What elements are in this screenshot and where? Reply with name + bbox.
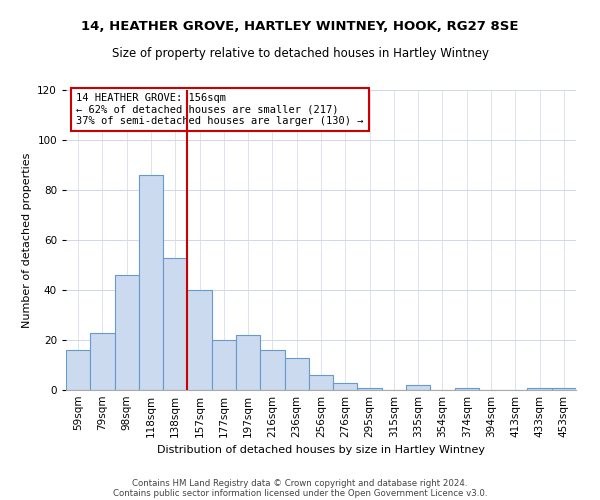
- Bar: [163, 258, 187, 390]
- Bar: [284, 358, 309, 390]
- Bar: [139, 175, 163, 390]
- Bar: [309, 375, 333, 390]
- Bar: [358, 388, 382, 390]
- Text: Contains public sector information licensed under the Open Government Licence v3: Contains public sector information licen…: [113, 488, 487, 498]
- Text: 14 HEATHER GROVE: 156sqm
← 62% of detached houses are smaller (217)
37% of semi-: 14 HEATHER GROVE: 156sqm ← 62% of detach…: [76, 93, 364, 126]
- Bar: [90, 332, 115, 390]
- Bar: [236, 335, 260, 390]
- Bar: [187, 290, 212, 390]
- Bar: [212, 340, 236, 390]
- Text: Size of property relative to detached houses in Hartley Wintney: Size of property relative to detached ho…: [112, 48, 488, 60]
- Bar: [66, 350, 90, 390]
- Text: 14, HEATHER GROVE, HARTLEY WINTNEY, HOOK, RG27 8SE: 14, HEATHER GROVE, HARTLEY WINTNEY, HOOK…: [81, 20, 519, 33]
- Bar: [552, 388, 576, 390]
- X-axis label: Distribution of detached houses by size in Hartley Wintney: Distribution of detached houses by size …: [157, 446, 485, 456]
- Bar: [115, 275, 139, 390]
- Bar: [333, 382, 358, 390]
- Text: Contains HM Land Registry data © Crown copyright and database right 2024.: Contains HM Land Registry data © Crown c…: [132, 478, 468, 488]
- Bar: [527, 388, 552, 390]
- Bar: [455, 388, 479, 390]
- Bar: [406, 385, 430, 390]
- Y-axis label: Number of detached properties: Number of detached properties: [22, 152, 32, 328]
- Bar: [260, 350, 284, 390]
